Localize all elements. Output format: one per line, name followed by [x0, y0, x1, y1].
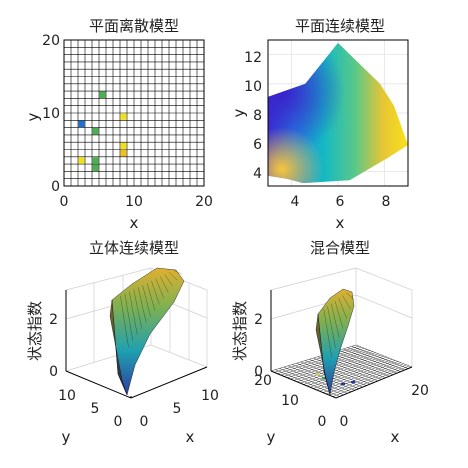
panel-1-cell	[92, 157, 98, 164]
panel-2-ytick-12: 12	[244, 50, 262, 66]
panel-4-ytick-0: 0	[318, 414, 327, 430]
panel-4-ylabel: y	[267, 428, 276, 446]
panel-2-xlabel: x	[336, 214, 345, 232]
panel-1-ytick-10: 10	[42, 106, 60, 122]
panel-3-zlabel: 状态指数	[26, 301, 44, 361]
panel-1-cell	[78, 157, 84, 164]
panel-3-ztick-0: 0	[49, 364, 58, 380]
panel-4-ytick-20: 20	[254, 373, 272, 389]
panel-3-xtick-10: 10	[201, 388, 219, 404]
panel-4-xtick-20: 20	[411, 383, 429, 399]
panel-1-xtick-20: 20	[195, 194, 213, 210]
panel-4-floor-grid	[271, 345, 412, 398]
panel-2: 平面连续模型 4 6 8 4 6 8 10 12 x y	[230, 17, 408, 232]
panel-1-cell	[78, 121, 84, 128]
panel-3-ytick-10: 10	[58, 388, 76, 404]
panel-4-zlabel: 状态指数	[231, 301, 249, 361]
panel-1-cell	[99, 92, 105, 99]
panel-4-xtick-0: 0	[340, 414, 349, 430]
panel-2-title: 平面连续模型	[295, 17, 385, 35]
panel-3-ztick-2: 2	[49, 312, 58, 328]
panel-4-floor-line-b	[343, 349, 400, 372]
panel-1: 平面离散模型 0 10 20 0 10 20 x y	[24, 17, 213, 232]
panel-2-ytick-8: 8	[253, 108, 262, 124]
panel-4-floor-line-b	[348, 348, 405, 371]
panel-1-xlabel: x	[130, 214, 139, 232]
panel-3-ytick-5: 5	[91, 401, 100, 417]
panel-1-ylabel: y	[24, 112, 42, 121]
panel-2-ytick-4: 4	[253, 166, 262, 182]
panel-1-xtick-0: 0	[60, 194, 69, 210]
panel-2-xtick-8: 8	[382, 194, 391, 210]
panel-2-ytick-10: 10	[244, 79, 262, 95]
panel-4-marker-blue-1	[341, 383, 345, 385]
panel-4: 混合模型 2 0 状态指数 20 10 0 0 2	[231, 239, 429, 446]
panel-1-ytick-20: 20	[42, 33, 60, 49]
panel-4-marker-yellow	[316, 373, 319, 375]
panel-1-title: 平面离散模型	[89, 17, 179, 35]
panel-4-floor-line-b	[356, 345, 412, 367]
panel-1-cells	[78, 92, 126, 172]
panel-4-ytick-10: 10	[281, 393, 299, 409]
panel-4-marker-blue-2	[351, 381, 355, 383]
panel-1-cell	[92, 165, 98, 172]
panel-3-xtick-5: 5	[173, 401, 182, 417]
panel-3-xtick-0: 0	[140, 414, 149, 430]
panel-2-ytick-6: 6	[253, 137, 262, 153]
panel-4-title: 混合模型	[310, 239, 370, 257]
panel-1-cell	[120, 113, 126, 120]
panel-1-cell	[92, 128, 98, 135]
panel-3-xlabel: x	[186, 428, 195, 446]
panel-3-ytick-0: 0	[114, 414, 123, 430]
panel-2-ylabel: y	[230, 108, 248, 117]
panel-1-grid	[64, 40, 204, 186]
panel-4-ztick-2: 2	[254, 312, 263, 328]
panel-3-title: 立体连续模型	[89, 239, 179, 257]
panel-3-surface	[110, 268, 184, 395]
panel-2-xtick-6: 6	[336, 194, 345, 210]
panel-4-xlabel: x	[391, 428, 400, 446]
panel-2-xtick-4: 4	[291, 194, 300, 210]
panel-1-xtick-10: 10	[125, 194, 143, 210]
panel-4-floor-line-b	[352, 346, 408, 368]
panel-1-ytick-0: 0	[51, 179, 60, 195]
panel-3-ylabel: y	[62, 428, 71, 446]
panel-3: 立体连续模型 2 0 状态指数 10 5 0 0 5	[26, 239, 219, 446]
panel-1-cell	[120, 143, 126, 150]
panel-1-cell	[120, 150, 126, 157]
